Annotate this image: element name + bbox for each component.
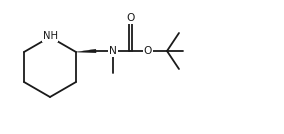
Text: N: N (109, 46, 117, 56)
Text: NH: NH (43, 31, 57, 41)
Polygon shape (76, 49, 96, 53)
Text: O: O (144, 46, 152, 56)
Text: O: O (126, 13, 135, 23)
